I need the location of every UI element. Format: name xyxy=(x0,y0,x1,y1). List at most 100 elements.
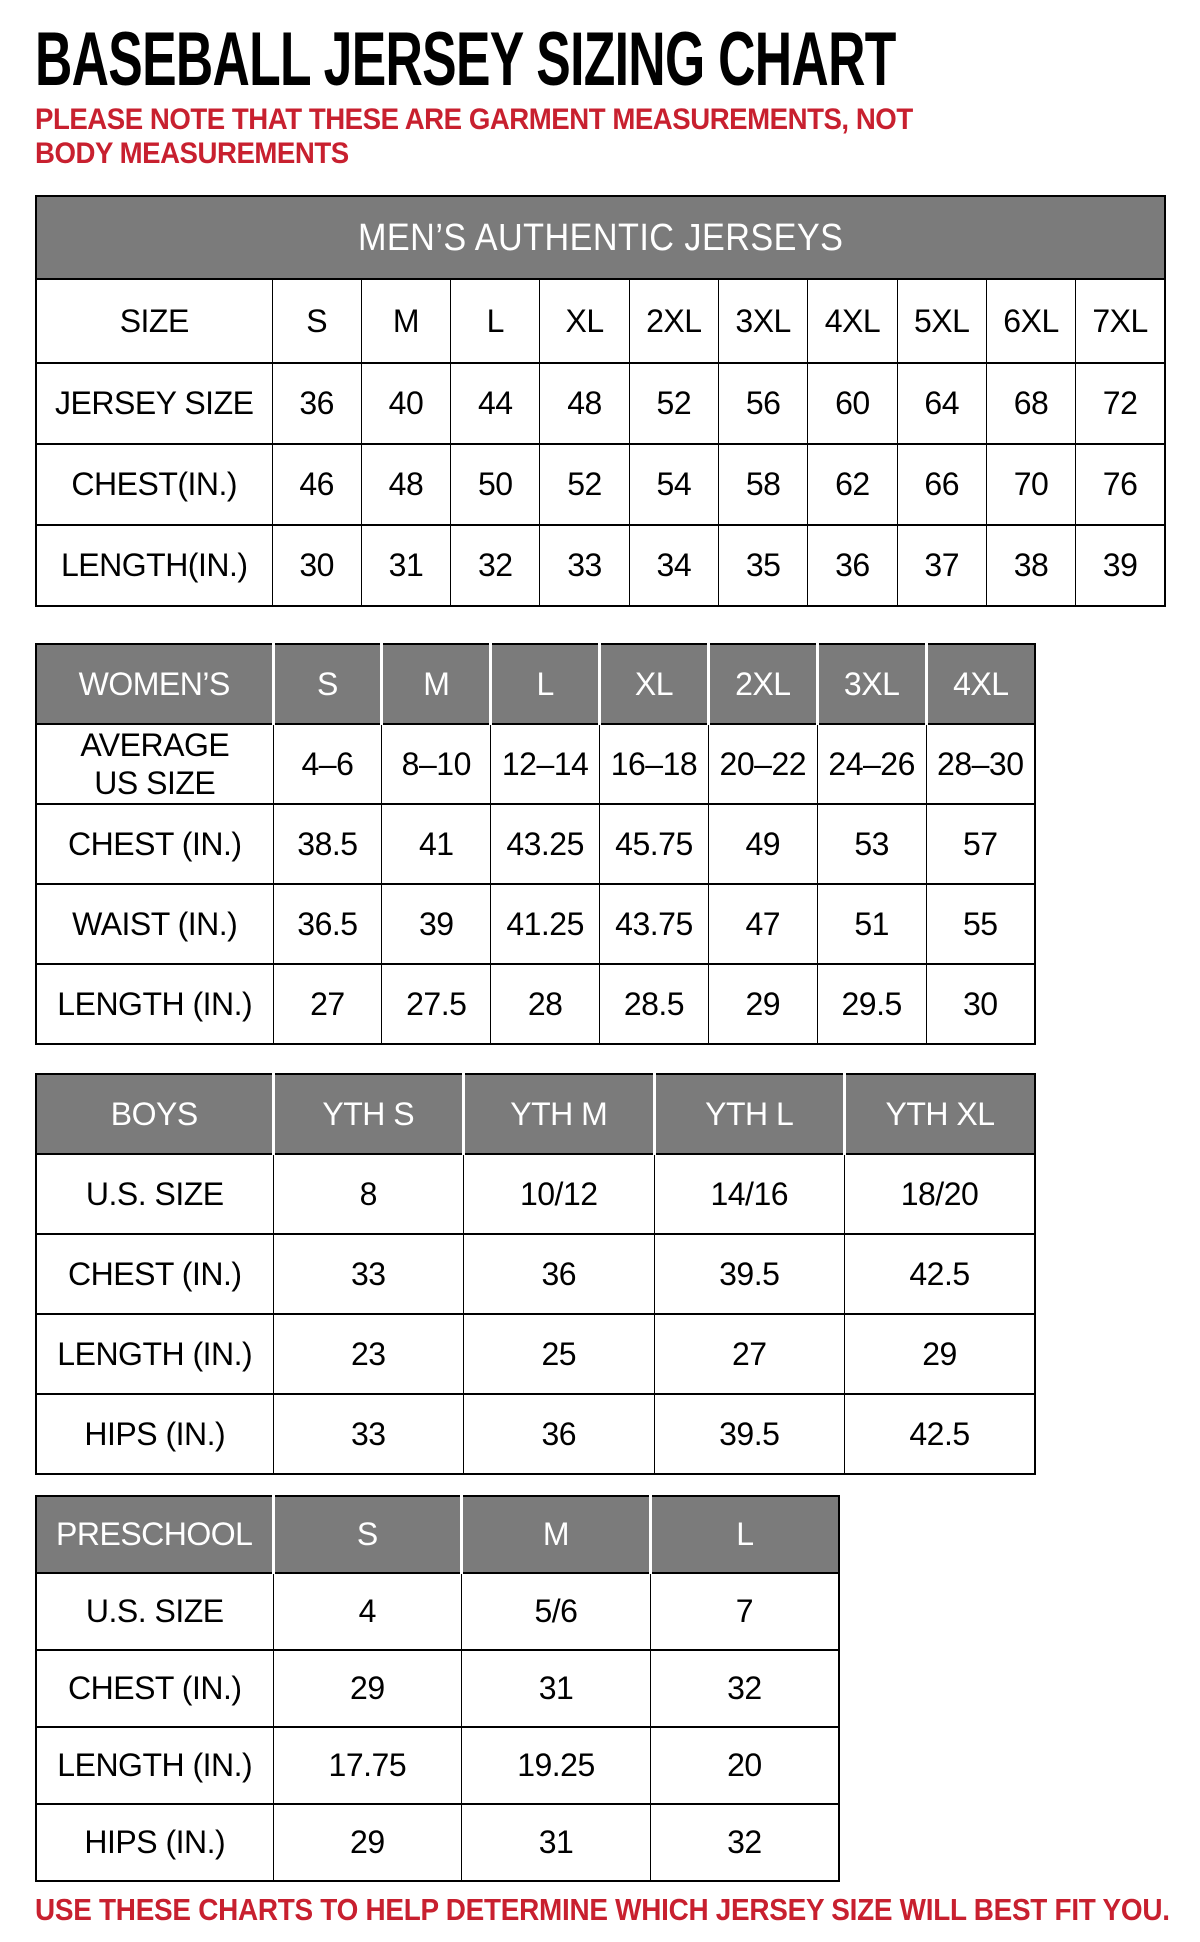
footer-note: USE THESE CHARTS TO HELP DETERMINE WHICH… xyxy=(35,1892,1170,1927)
table-row: LENGTH (IN.) 23 25 27 29 xyxy=(35,1313,1036,1395)
column-header: 3XL xyxy=(815,643,928,725)
size-value: 12–14 xyxy=(490,723,601,805)
table-header-row: BOYS YTH S YTH M YTH L YTH XL xyxy=(35,1073,1036,1155)
mens-banner-label: MEN’S AUTHENTIC JERSEYS xyxy=(357,216,844,259)
row-label: CHEST (IN.) xyxy=(35,803,274,885)
table-row: CHEST(IN.) 46 48 50 52 54 58 62 66 70 76 xyxy=(35,443,1167,526)
column-header: YTH XL xyxy=(843,1073,1036,1155)
row-label: HIPS (IN.) xyxy=(35,1803,274,1882)
table-row: CHEST (IN.) 29 31 32 xyxy=(35,1649,840,1728)
size-value: 27 xyxy=(653,1313,845,1395)
size-value: 41 xyxy=(381,803,492,885)
size-value: 38.5 xyxy=(272,803,383,885)
row-label-text: AVERAGE US SIZE xyxy=(80,726,230,801)
table-row: HIPS (IN.) 29 31 32 xyxy=(35,1803,840,1882)
size-value: 7 xyxy=(649,1572,840,1651)
size-value: 31 xyxy=(461,1803,651,1882)
size-value: 32 xyxy=(649,1803,840,1882)
size-value: 68 xyxy=(985,362,1077,445)
size-value: 28–30 xyxy=(925,723,1036,805)
size-value: 37 xyxy=(896,524,987,607)
row-label: CHEST (IN.) xyxy=(35,1649,274,1728)
size-value: 50 xyxy=(450,443,541,526)
row-label: JERSEY SIZE xyxy=(35,362,273,445)
size-value: 39 xyxy=(1075,524,1167,607)
size-value: 16–18 xyxy=(599,723,709,805)
column-header: YTH L xyxy=(652,1073,846,1155)
size-value: 35 xyxy=(717,524,809,607)
size-value: 70 xyxy=(985,443,1077,526)
size-value: 8–10 xyxy=(381,723,492,805)
size-value: 24–26 xyxy=(816,723,927,805)
size-value: 14/16 xyxy=(653,1153,845,1235)
size-value: 27.5 xyxy=(381,963,492,1045)
garment-measurement-note: PLEASE NOTE THAT THESE ARE GARMENT MEASU… xyxy=(35,103,913,170)
row-label: LENGTH (IN.) xyxy=(35,1313,274,1395)
size-value: 31 xyxy=(461,1649,651,1728)
page-title: BASEBALL JERSEY SIZING CHART xyxy=(35,22,1200,98)
size-value: 29 xyxy=(272,1649,463,1728)
column-header: XL xyxy=(539,278,630,364)
row-label: WAIST (IN.) xyxy=(35,883,274,965)
size-value: 39.5 xyxy=(653,1393,845,1475)
size-value: 52 xyxy=(628,362,719,445)
column-header: L xyxy=(450,278,541,364)
column-header: 4XL xyxy=(924,643,1036,725)
column-header: M xyxy=(460,1495,652,1574)
row-label: AVERAGE US SIZE xyxy=(35,723,274,805)
size-value: 23 xyxy=(272,1313,464,1395)
size-value: 57 xyxy=(925,803,1036,885)
size-value: 40 xyxy=(360,362,452,445)
table-row: U.S. SIZE 8 10/12 14/16 18/20 xyxy=(35,1153,1036,1235)
size-value: 58 xyxy=(717,443,809,526)
row-label: HIPS (IN.) xyxy=(35,1393,274,1475)
size-value: 28.5 xyxy=(599,963,709,1045)
table-header-row: SIZE S M L XL 2XL 3XL 4XL 5XL 6XL 7XL xyxy=(35,278,1167,364)
size-value: 47 xyxy=(707,883,818,965)
size-value: 25 xyxy=(463,1313,655,1395)
column-header: S xyxy=(271,643,384,725)
size-value: 45.75 xyxy=(599,803,709,885)
size-value: 76 xyxy=(1075,443,1167,526)
column-header: YTH S xyxy=(271,1073,465,1155)
size-value: 55 xyxy=(925,883,1036,965)
table-row: CHEST (IN.) 38.5 41 43.25 45.75 49 53 57 xyxy=(35,803,1036,885)
table-row: LENGTH(IN.) 30 31 32 33 34 35 36 37 38 3… xyxy=(35,524,1167,607)
size-value: 64 xyxy=(896,362,987,445)
size-value: 20–22 xyxy=(707,723,818,805)
column-header: WOMEN’S xyxy=(35,643,275,725)
size-value: 51 xyxy=(816,883,927,965)
page-title-text: BASEBALL JERSEY SIZING CHART xyxy=(35,17,896,102)
size-value: 29 xyxy=(707,963,818,1045)
size-value: 49 xyxy=(707,803,818,885)
size-value: 8 xyxy=(272,1153,464,1235)
size-value: 29.5 xyxy=(816,963,927,1045)
size-value: 41.25 xyxy=(490,883,601,965)
size-value: 43.75 xyxy=(599,883,709,965)
table-header-row: PRESCHOOL S M L xyxy=(35,1495,840,1574)
size-value: 34 xyxy=(628,524,719,607)
column-header: XL xyxy=(598,643,710,725)
boys-size-table: BOYS YTH S YTH M YTH L YTH XL U.S. SIZE … xyxy=(35,1073,1036,1475)
column-header: 7XL xyxy=(1075,278,1167,364)
size-value: 44 xyxy=(450,362,541,445)
column-header: YTH M xyxy=(462,1073,656,1155)
table-row: WAIST (IN.) 36.5 39 41.25 43.75 47 51 55 xyxy=(35,883,1036,965)
table-row: LENGTH (IN.) 27 27.5 28 28.5 29 29.5 30 xyxy=(35,963,1036,1045)
size-value: 72 xyxy=(1075,362,1167,445)
size-value: 48 xyxy=(360,443,452,526)
size-value: 10/12 xyxy=(463,1153,655,1235)
column-header: SIZE xyxy=(35,278,273,364)
size-value: 60 xyxy=(807,362,898,445)
preschool-size-table: PRESCHOOL S M L U.S. SIZE 4 5/6 7 CHEST … xyxy=(35,1495,840,1882)
column-header: 3XL xyxy=(717,278,809,364)
size-value: 56 xyxy=(717,362,809,445)
size-value: 39.5 xyxy=(653,1233,845,1315)
column-header: L xyxy=(489,643,602,725)
column-header: M xyxy=(360,278,452,364)
size-value: 29 xyxy=(844,1313,1036,1395)
size-value: 29 xyxy=(272,1803,463,1882)
row-label: LENGTH (IN.) xyxy=(35,963,274,1045)
mens-section-banner: MEN’S AUTHENTIC JERSEYS xyxy=(35,195,1166,279)
column-header: BOYS xyxy=(35,1073,275,1155)
